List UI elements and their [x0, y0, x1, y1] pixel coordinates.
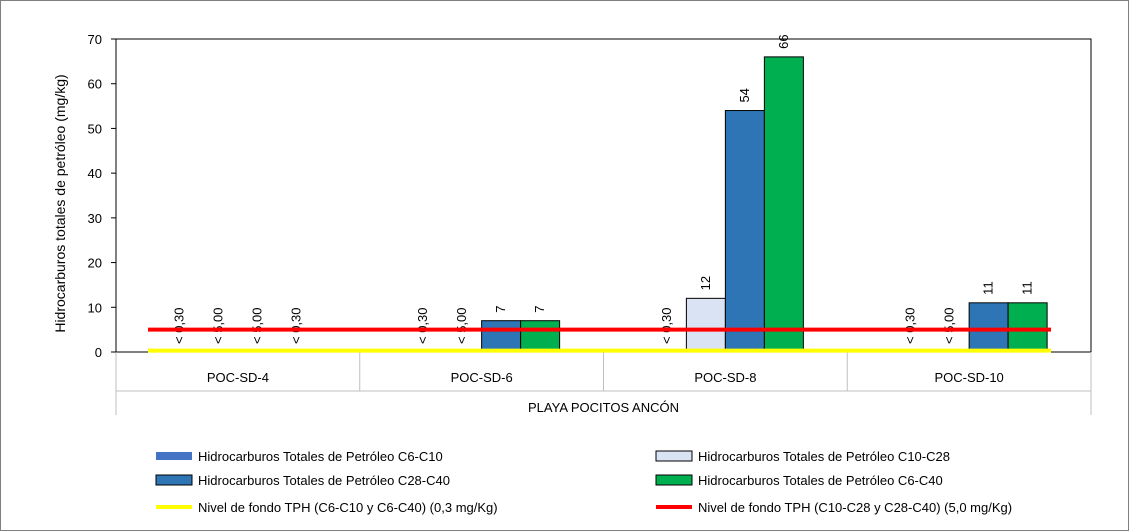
category-label: POC-SD-10 [934, 370, 1003, 385]
category-label: POC-SD-8 [694, 370, 756, 385]
legend-label: Hidrocarburos Totales de Petróleo C6-C10 [198, 449, 443, 464]
data-label: < 0,30 [659, 307, 674, 344]
data-label: < 5,00 [454, 307, 469, 344]
data-label: < 5,00 [210, 307, 225, 344]
legend-label: Hidrocarburos Totales de Petróleo C10-C2… [698, 449, 950, 464]
legend-label: Hidrocarburos Totales de Petróleo C28-C4… [198, 473, 450, 488]
y-tick-label: 50 [88, 121, 102, 136]
data-label: < 0,30 [415, 307, 430, 344]
legend-swatch [655, 474, 693, 486]
data-label: < 5,00 [942, 307, 957, 344]
y-axis-title: Hidrocarburos totales de petróleo (mg/kg… [52, 74, 68, 332]
y-tick-label: 10 [88, 300, 102, 315]
legend-label: Hidrocarburos Totales de Petróleo C6-C40 [698, 473, 943, 488]
category-label: POC-SD-6 [451, 370, 513, 385]
bar [763, 56, 804, 353]
legend-label: Nivel de fondo TPH (C10-C28 y C28-C40) (… [698, 500, 1012, 515]
bar [968, 302, 1009, 353]
y-tick-label: 0 [95, 345, 102, 360]
category-label: POC-SD-4 [207, 370, 269, 385]
y-tick-label: 20 [88, 256, 102, 271]
legend-swatch [655, 450, 693, 462]
data-label: 12 [698, 276, 713, 290]
data-label: < 0,30 [903, 307, 918, 344]
data-label: < 5,00 [249, 307, 264, 344]
bar [520, 320, 561, 353]
data-label: 11 [981, 281, 996, 295]
bar [685, 297, 726, 353]
bar [481, 320, 522, 353]
data-label: 54 [737, 88, 752, 102]
legend-swatch [155, 474, 193, 486]
legend-label: Nivel de fondo TPH (C6-C10 y C6-C40) (0,… [198, 500, 498, 515]
legend-swatch [156, 452, 192, 460]
data-label: 11 [1020, 281, 1035, 295]
data-label: 7 [532, 305, 547, 312]
x-axis-title: PLAYA POCITOS ANCÓN [528, 400, 679, 415]
y-tick-label: 40 [88, 166, 102, 181]
bar [724, 110, 765, 353]
data-label: 66 [776, 34, 791, 48]
data-label: 7 [493, 305, 508, 312]
y-tick-label: 70 [88, 32, 102, 47]
data-label: < 0,30 [171, 307, 186, 344]
y-tick-label: 30 [88, 211, 102, 226]
plot-area [115, 38, 1092, 353]
y-tick-label: 60 [88, 77, 102, 92]
bar [1007, 302, 1048, 353]
data-label: < 0,30 [288, 307, 303, 344]
